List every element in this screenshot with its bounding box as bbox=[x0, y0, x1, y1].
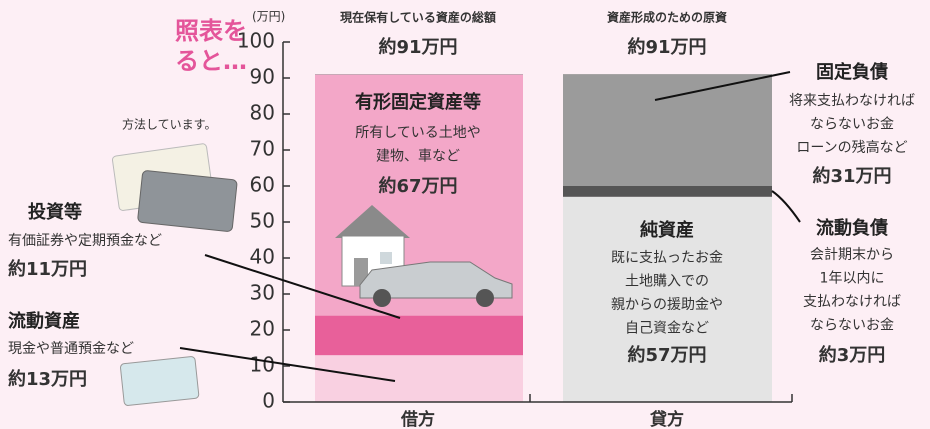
y-unit: (万円) bbox=[252, 10, 285, 24]
segment-description: 建物、車など bbox=[376, 148, 460, 165]
page-title: ると… bbox=[175, 47, 247, 75]
y-tick-label: 20 bbox=[250, 317, 275, 341]
bar-segment bbox=[563, 74, 772, 186]
y-tick-label: 50 bbox=[250, 209, 275, 233]
segment-description: 会計期末から bbox=[810, 247, 894, 263]
value-label: 約67万円 bbox=[378, 175, 457, 197]
y-tick-label: 10 bbox=[250, 353, 275, 377]
page-title: 照表を bbox=[175, 17, 247, 45]
y-tick-label: 30 bbox=[250, 281, 275, 305]
leader-line bbox=[204, 254, 401, 319]
value-label: 約57万円 bbox=[627, 344, 706, 366]
segment-description: 現金や普通預金など bbox=[8, 341, 134, 357]
segment-description: ならないお金 bbox=[810, 117, 894, 133]
cards-illustration bbox=[111, 143, 238, 406]
segment-name: 流動負債 bbox=[816, 217, 888, 239]
segment-description: 既に支払ったお金 bbox=[611, 250, 723, 266]
leader-line bbox=[179, 347, 396, 382]
column-total: 約91万円 bbox=[627, 36, 706, 58]
segment-description: 有価証券や定期預金など bbox=[8, 233, 162, 249]
segment-name: 有形固定資産等 bbox=[355, 91, 481, 113]
y-tick-label: 70 bbox=[250, 137, 275, 161]
leader-line bbox=[771, 190, 801, 223]
value-label: 約13万円 bbox=[8, 368, 87, 390]
bar-segment bbox=[315, 315, 523, 356]
segment-description: 自己資金など bbox=[625, 321, 709, 337]
segment-description: 将来支払わなければ bbox=[789, 93, 915, 109]
segment-name: 流動資産 bbox=[8, 310, 80, 332]
segment-description: 支払わなければ bbox=[803, 294, 901, 310]
house-car-illustration bbox=[335, 205, 513, 307]
y-tick-label: 60 bbox=[250, 173, 275, 197]
segment-description: 土地購入での bbox=[625, 274, 709, 290]
y-tick-label: 80 bbox=[250, 101, 275, 125]
x-tick-label: 貸方 bbox=[649, 409, 684, 429]
note: 方法しています。 bbox=[122, 117, 216, 132]
segment-description: 1年以内に bbox=[820, 271, 885, 287]
column-total: 約91万円 bbox=[378, 36, 457, 58]
segment-name: 投資等 bbox=[28, 201, 82, 223]
value-label: 約31万円 bbox=[812, 165, 891, 187]
leader-line bbox=[654, 71, 791, 101]
segment-name: 純資産 bbox=[640, 219, 694, 241]
segment-description: ローンの残高など bbox=[796, 139, 907, 156]
segment-description: 所有している土地や bbox=[355, 125, 481, 141]
y-tick-label: 90 bbox=[250, 65, 275, 89]
column-title: 現在保有している資産の総額 bbox=[340, 10, 496, 25]
segment-name: 固定負債 bbox=[816, 61, 888, 83]
x-tick-label: 借方 bbox=[400, 409, 435, 429]
bar-segment bbox=[315, 355, 523, 402]
segment-description: ならないお金 bbox=[810, 318, 894, 334]
y-tick-label: 40 bbox=[250, 245, 275, 269]
value-label: 約11万円 bbox=[8, 258, 87, 280]
y-tick-label: 0 bbox=[262, 389, 275, 413]
value-label: 約3万円 bbox=[819, 344, 886, 366]
column-title: 資産形成のための原資 bbox=[607, 10, 727, 25]
segment-description: 親からの援助金や bbox=[611, 297, 723, 313]
bar-segment bbox=[563, 186, 772, 197]
bar-segment bbox=[563, 196, 772, 402]
y-tick-label: 100 bbox=[237, 29, 275, 53]
